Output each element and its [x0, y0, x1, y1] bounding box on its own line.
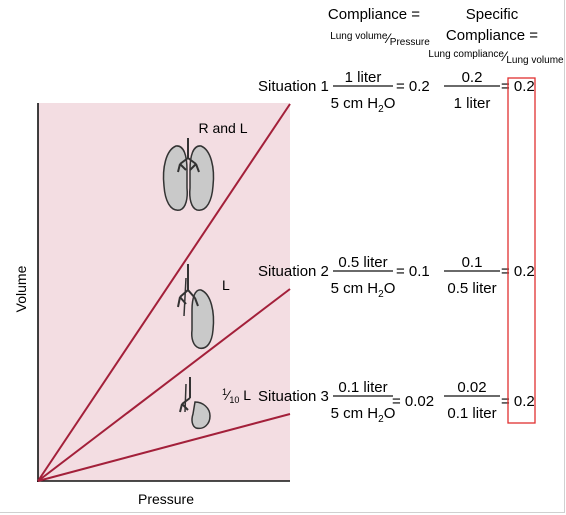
- situation-label: Situation 2: [258, 263, 329, 280]
- specific-header-title-1: Specific: [466, 6, 519, 23]
- compliance-numerator: 0.5 liter: [338, 254, 387, 271]
- specific-denominator: 0.1 liter: [447, 405, 496, 422]
- situation-2-row: Situation 2 0.5 liter 5 cm H2O = 0.1 0.1…: [258, 254, 535, 300]
- lung-label-situation-3: 1⁄10 L: [222, 387, 251, 405]
- specific-result: = 0.2: [501, 263, 535, 280]
- specific-numerator: 0.02: [457, 379, 486, 396]
- specific-numerator: 0.1: [462, 254, 483, 271]
- compliance-header-title: Compliance =: [328, 6, 420, 23]
- specific-denominator: 1 liter: [454, 95, 491, 112]
- specific-results-highlight-box: [507, 77, 536, 424]
- lungs-both-icon: [162, 138, 215, 211]
- compliance-denominator: 5 cm H2O: [331, 280, 396, 300]
- specific-numerator: 0.2: [462, 69, 483, 86]
- specific-header-formula: Lung compliance⁄Lung volume: [428, 48, 564, 66]
- y-axis-label: Volume: [13, 265, 29, 312]
- compliance-header-formula: Lung volume⁄Pressure: [330, 30, 430, 48]
- lung-tenth-icon: [179, 377, 211, 430]
- situation-1-row: Situation 1 1 liter 5 cm H2O = 0.2 0.2 1…: [258, 69, 535, 115]
- compliance-numerator: 0.1 liter: [338, 379, 387, 396]
- situation-label: Situation 3: [258, 388, 329, 405]
- situation-3-row: Situation 3 0.1 liter 5 cm H2O = 0.02 0.…: [258, 379, 535, 425]
- situation-label: Situation 1: [258, 78, 329, 95]
- compliance-result: = 0.1: [396, 263, 430, 280]
- specific-result: = 0.2: [501, 78, 535, 95]
- compliance-line-situation-2: [37, 288, 291, 482]
- compliance-result: = 0.2: [396, 78, 430, 95]
- specific-denominator: 0.5 liter: [447, 280, 496, 297]
- compliance-denominator: 5 cm H2O: [331, 405, 396, 425]
- compliance-line-situation-3: [37, 413, 291, 482]
- lung-left-icon: [177, 264, 215, 350]
- specific-result: = 0.2: [501, 393, 535, 410]
- compliance-denominator: 5 cm H2O: [331, 95, 396, 115]
- compliance-numerator: 1 liter: [345, 69, 382, 86]
- lung-label-situation-2: L: [222, 277, 230, 293]
- x-axis-label: Pressure: [138, 491, 194, 507]
- specific-header-title-2: Compliance =: [446, 27, 538, 44]
- compliance-line-situation-1: [37, 103, 291, 482]
- lung-label-situation-1: R and L: [198, 120, 247, 136]
- compliance-result: = 0.02: [392, 393, 434, 410]
